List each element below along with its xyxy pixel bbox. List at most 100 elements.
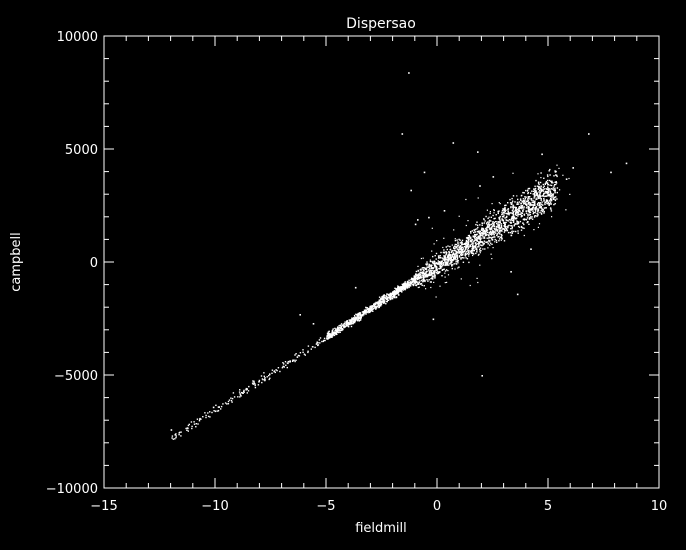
scatter-point bbox=[359, 312, 361, 314]
scatter-point bbox=[544, 207, 546, 209]
scatter-point bbox=[552, 195, 554, 197]
scatter-point bbox=[490, 233, 492, 235]
scatter-point bbox=[460, 243, 463, 245]
scatter-point bbox=[532, 190, 535, 192]
scatter-point bbox=[501, 219, 503, 221]
scatter-point bbox=[540, 213, 543, 215]
scatter-point bbox=[276, 369, 278, 372]
scatter-point bbox=[540, 203, 543, 205]
scatter-point bbox=[326, 338, 328, 340]
scatter-point bbox=[489, 227, 491, 229]
scatter-point bbox=[476, 233, 478, 235]
scatter-point bbox=[521, 205, 523, 208]
scatter-point bbox=[345, 323, 347, 326]
scatter-point bbox=[460, 248, 463, 251]
scatter-point bbox=[207, 412, 209, 414]
scatter-point bbox=[347, 323, 349, 325]
scatter-point bbox=[379, 305, 381, 307]
scatter-point bbox=[493, 227, 495, 229]
scatter-point bbox=[188, 423, 190, 426]
scatter-point bbox=[465, 241, 467, 244]
scatter-point bbox=[546, 200, 548, 202]
scatter-point bbox=[454, 238, 456, 240]
scatter-point bbox=[333, 334, 336, 337]
scatter-point bbox=[523, 227, 525, 229]
scatter-point bbox=[505, 219, 507, 221]
scatter-point bbox=[434, 273, 436, 275]
scatter-point bbox=[407, 282, 409, 284]
scatter-point bbox=[264, 377, 266, 379]
scatter-point bbox=[477, 226, 479, 229]
scatter-point bbox=[307, 351, 309, 354]
scatter-point bbox=[437, 257, 440, 259]
scatter-point bbox=[504, 208, 506, 210]
scatter-point bbox=[471, 251, 473, 253]
scatter-point bbox=[450, 260, 452, 262]
scatter-point bbox=[196, 418, 199, 420]
x-tick-label: −5 bbox=[316, 499, 335, 514]
scatter-point bbox=[490, 216, 492, 218]
scatter-point bbox=[444, 258, 446, 261]
scatter-point bbox=[431, 277, 433, 279]
scatter-point bbox=[520, 207, 523, 209]
scatter-point bbox=[227, 400, 230, 403]
scatter-point bbox=[175, 433, 177, 435]
scatter-point bbox=[487, 247, 489, 249]
scatter-point bbox=[419, 280, 421, 282]
scatter-point bbox=[467, 235, 470, 237]
scatter-point bbox=[484, 233, 486, 235]
scatter-point bbox=[510, 221, 512, 224]
scatter-point bbox=[394, 290, 397, 293]
scatter-point bbox=[482, 242, 484, 244]
scatter-point bbox=[480, 237, 482, 239]
scatter-point bbox=[415, 277, 417, 279]
scatter-point bbox=[507, 220, 509, 222]
scatter-point bbox=[243, 391, 245, 393]
scatter-point bbox=[258, 381, 260, 383]
scatter-point bbox=[520, 225, 523, 228]
scatter-point bbox=[538, 191, 540, 193]
scatter-point bbox=[501, 218, 503, 220]
scatter-point bbox=[440, 261, 442, 263]
scatter-point bbox=[431, 227, 433, 229]
scatter-point bbox=[486, 229, 489, 231]
scatter-point bbox=[461, 257, 464, 259]
scatter-point bbox=[438, 256, 440, 258]
scatter-point bbox=[247, 390, 250, 392]
scatter-point bbox=[547, 193, 550, 195]
scatter-point bbox=[550, 199, 553, 201]
scatter-point bbox=[504, 204, 506, 207]
scatter-point bbox=[448, 264, 450, 266]
scatter-point bbox=[498, 217, 500, 219]
scatter-point bbox=[505, 209, 507, 211]
scatter-point bbox=[550, 195, 553, 197]
scatter-outlier bbox=[492, 176, 495, 178]
scatter-point bbox=[430, 281, 432, 283]
scatter-point bbox=[402, 286, 404, 289]
scatter-point bbox=[520, 204, 522, 207]
scatter-point bbox=[446, 264, 448, 266]
scatter-point bbox=[295, 353, 297, 355]
scatter-point bbox=[264, 379, 266, 381]
scatter-point bbox=[428, 265, 430, 267]
scatter-point bbox=[432, 270, 434, 272]
scatter-point bbox=[434, 274, 436, 277]
scatter-point bbox=[443, 256, 445, 258]
scatter-point bbox=[531, 207, 534, 209]
scatter-point bbox=[530, 203, 532, 206]
scatter-point bbox=[340, 325, 343, 327]
scatter-point bbox=[488, 226, 490, 228]
scatter-point bbox=[496, 229, 499, 231]
scatter-point bbox=[440, 251, 442, 254]
scatter-point bbox=[556, 175, 558, 178]
scatter-point bbox=[423, 274, 426, 276]
scatter-point bbox=[457, 260, 459, 262]
scatter-point bbox=[331, 336, 333, 338]
scatter-point bbox=[535, 198, 537, 200]
scatter-outlier bbox=[479, 185, 481, 187]
scatter-point bbox=[453, 257, 455, 259]
scatter-point bbox=[477, 236, 479, 238]
scatter-point bbox=[493, 230, 495, 232]
scatter-point bbox=[207, 415, 210, 418]
scatter-point bbox=[457, 241, 459, 243]
